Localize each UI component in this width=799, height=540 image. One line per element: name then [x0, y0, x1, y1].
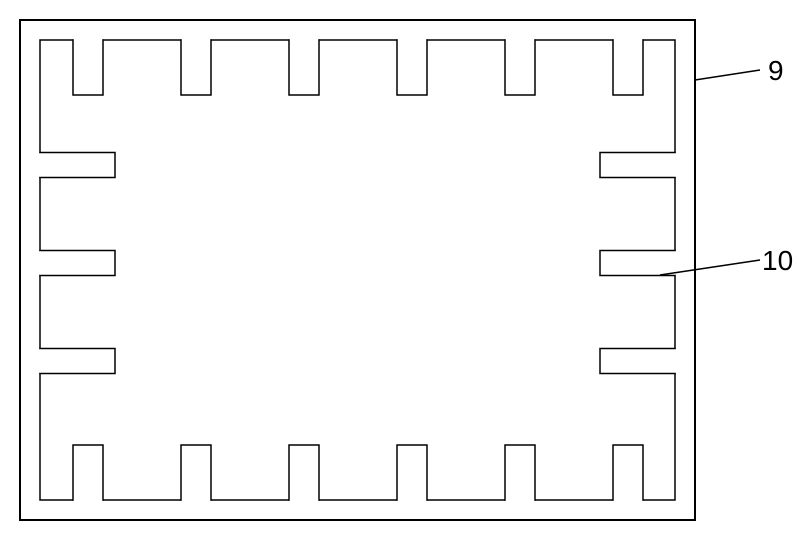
- right-tab-2: [600, 349, 675, 374]
- right-tab-1: [600, 251, 675, 276]
- top-tab-3: [397, 40, 427, 95]
- right-tab-0: [600, 153, 675, 178]
- diagram-svg: 9 10: [0, 0, 799, 540]
- left-tab-0: [40, 153, 115, 178]
- bottom-tab-2: [289, 445, 319, 500]
- bottom-tab-1: [181, 445, 211, 500]
- callout-9-text: 9: [768, 55, 784, 86]
- bottom-tab-5: [613, 445, 643, 500]
- left-tab-1: [40, 251, 115, 276]
- top-tab-4: [505, 40, 535, 95]
- bottom-tab-4: [505, 445, 535, 500]
- callout-10-text: 10: [762, 245, 793, 276]
- top-tab-5: [613, 40, 643, 95]
- top-tab-1: [181, 40, 211, 95]
- top-tab-2: [289, 40, 319, 95]
- bottom-tab-3: [397, 445, 427, 500]
- bottom-tab-0: [73, 445, 103, 500]
- top-tab-0: [73, 40, 103, 95]
- left-tab-2: [40, 349, 115, 374]
